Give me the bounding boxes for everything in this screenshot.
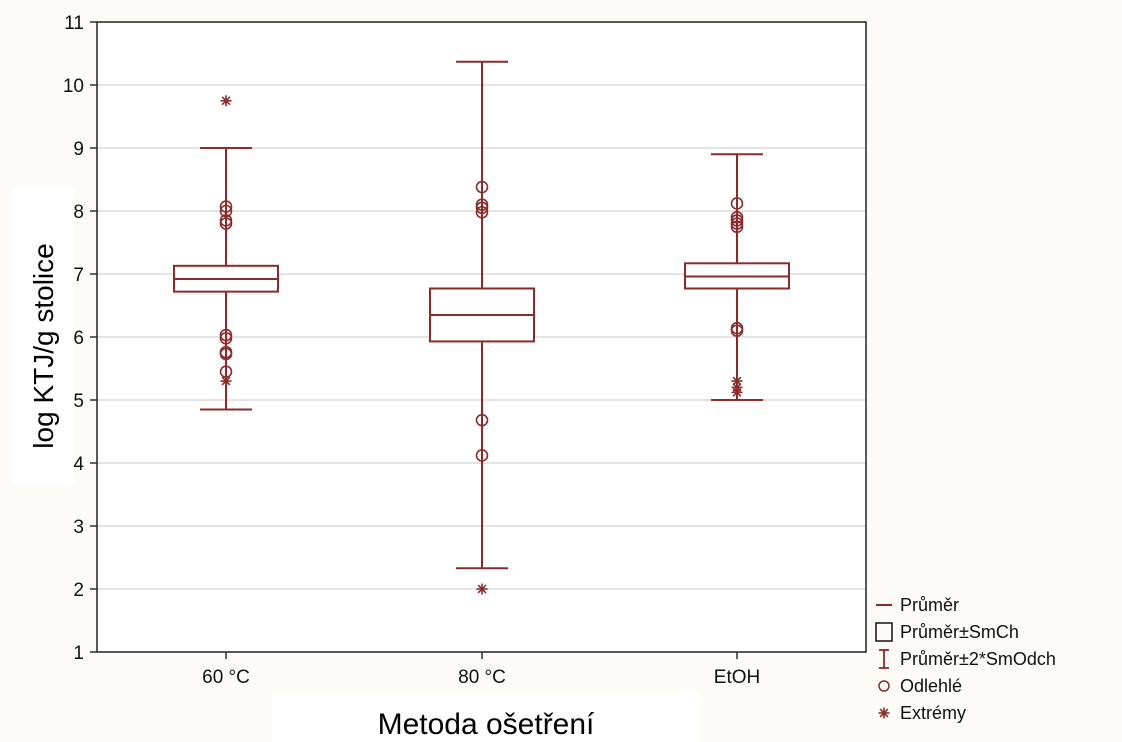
- ylabel-panel: [12, 188, 74, 484]
- outlier-point: [475, 449, 489, 462]
- extreme-point: [220, 375, 232, 387]
- legend-item: Průměr±2*SmOdch: [879, 649, 1056, 669]
- y-tick-label: 1: [73, 643, 84, 664]
- y-axis-label: log KTJ/g stolice: [28, 243, 59, 448]
- legend-label: Průměr±SmCh: [900, 622, 1019, 642]
- outlier-point: [475, 180, 489, 194]
- outlier-point: [730, 197, 744, 210]
- y-tick-label: 7: [73, 265, 84, 286]
- legend-item: Průměr±SmCh: [875, 622, 1019, 642]
- y-tick-label: 3: [73, 517, 84, 538]
- extreme-point: [731, 386, 743, 398]
- legend-item: Odlehlé: [878, 676, 962, 696]
- outlier-point: [730, 214, 744, 227]
- box-group: [684, 153, 790, 401]
- extreme-point: [220, 95, 232, 107]
- outlier-point: [219, 204, 233, 218]
- outlier-point: [730, 211, 744, 224]
- outlier-point: [219, 347, 233, 361]
- outlier-point: [730, 324, 744, 338]
- outlier-point: [475, 413, 489, 427]
- outlier-point: [730, 217, 744, 230]
- xlabel-panel: [272, 692, 700, 742]
- outlier-point: [219, 217, 233, 230]
- box-group: [429, 60, 535, 595]
- box-group: [173, 95, 279, 411]
- outlier-point: [730, 220, 744, 234]
- y-tick-label: 5: [73, 391, 84, 412]
- outlier-point: [219, 200, 233, 213]
- x-axis-label: Metoda ošetření: [378, 708, 595, 741]
- legend-swatch-circle: [878, 680, 890, 692]
- y-tick-label: 9: [73, 139, 84, 160]
- outlier-point: [475, 201, 489, 215]
- extreme-point: [476, 583, 488, 595]
- x-tick-label: EtOH: [714, 667, 760, 688]
- y-axis: 1 2 3 4 5 6 7 8 9 10 11: [63, 13, 97, 664]
- outlier-point: [219, 331, 233, 345]
- x-tick-label: 80 °C: [458, 667, 506, 688]
- y-tick-label: 11: [64, 13, 84, 34]
- legend-item: Extrémy: [878, 703, 966, 723]
- y-tick-label: 6: [73, 328, 84, 349]
- legend-label: Extrémy: [900, 703, 966, 723]
- legend-item: Průměr: [876, 595, 959, 615]
- y-tick-label: 8: [73, 202, 84, 223]
- legend-swatch-star: [878, 707, 890, 719]
- box-series: [173, 60, 790, 595]
- x-axis: 60 °C 80 °C EtOH: [202, 652, 760, 688]
- legend-label: Odlehlé: [900, 676, 962, 696]
- legend-label: Průměr±2*SmOdch: [900, 649, 1056, 669]
- outlier-point: [219, 328, 233, 342]
- legend-swatch-box: [875, 622, 893, 642]
- outlier-point: [219, 214, 233, 227]
- legend: Průměr Průměr±SmCh Průměr±2*SmOdch Odlehlé E…: [875, 595, 1056, 723]
- y-tick-label: 4: [73, 454, 84, 475]
- outlier-point: [475, 205, 489, 219]
- outlier-point: [475, 198, 489, 211]
- y-tick-label: 2: [73, 580, 84, 601]
- x-tick-label: 60 °C: [202, 667, 250, 688]
- y-tick-label: 10: [63, 76, 84, 97]
- legend-label: Průměr: [900, 595, 959, 615]
